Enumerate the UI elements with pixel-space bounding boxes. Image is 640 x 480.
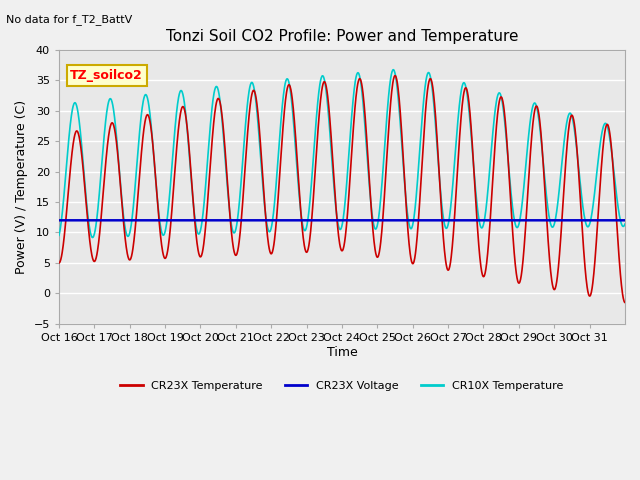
Text: No data for f_T2_BattV: No data for f_T2_BattV [6, 14, 132, 25]
Text: TZ_soilco2: TZ_soilco2 [70, 69, 143, 82]
Title: Tonzi Soil CO2 Profile: Power and Temperature: Tonzi Soil CO2 Profile: Power and Temper… [166, 29, 518, 44]
Y-axis label: Power (V) / Temperature (C): Power (V) / Temperature (C) [15, 100, 28, 274]
X-axis label: Time: Time [326, 346, 357, 359]
Legend: CR23X Temperature, CR23X Voltage, CR10X Temperature: CR23X Temperature, CR23X Voltage, CR10X … [116, 376, 568, 395]
